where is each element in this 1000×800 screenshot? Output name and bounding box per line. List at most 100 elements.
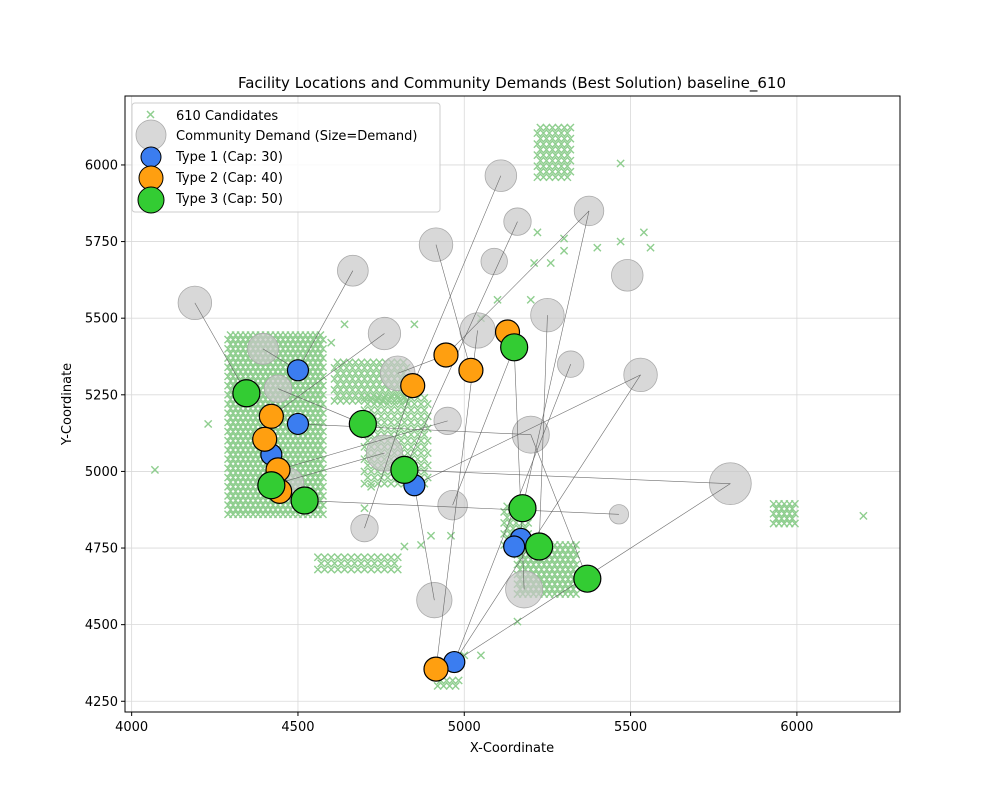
candidate-marker bbox=[526, 295, 535, 304]
candidate-marker bbox=[393, 553, 402, 562]
candidate-marker bbox=[337, 559, 346, 568]
assignment-line bbox=[194, 302, 247, 394]
candidate-marker bbox=[318, 390, 328, 399]
candidate-marker bbox=[340, 553, 349, 562]
candidate-marker bbox=[318, 482, 328, 491]
candidate-marker bbox=[347, 553, 356, 562]
assignment-line bbox=[297, 423, 531, 435]
y-tick-label: 5000 bbox=[85, 465, 118, 480]
candidate-marker bbox=[336, 396, 345, 406]
candidate-marker bbox=[420, 430, 429, 439]
assignment-line bbox=[297, 270, 354, 371]
candidate-marker bbox=[360, 565, 369, 574]
candidate-marker bbox=[387, 391, 396, 400]
candidate-marker bbox=[348, 363, 357, 372]
candidate-marker bbox=[788, 514, 797, 523]
candidate-marker bbox=[536, 167, 545, 176]
candidate-marker bbox=[350, 559, 359, 568]
legend-label-type2: Type 2 (Cap: 40) bbox=[175, 171, 283, 186]
candidate-marker bbox=[373, 406, 382, 415]
legend-community-marker bbox=[135, 119, 167, 151]
candidate-marker bbox=[333, 358, 342, 367]
candidate-marker bbox=[790, 499, 799, 509]
candidate-marker bbox=[345, 380, 354, 389]
candidate-marker bbox=[420, 418, 429, 427]
candidate-marker bbox=[566, 134, 575, 143]
candidate-marker bbox=[546, 258, 555, 268]
candidate-marker bbox=[353, 565, 362, 574]
candidate-marker bbox=[545, 128, 554, 138]
candidate-marker bbox=[327, 553, 336, 562]
candidate-marker bbox=[380, 565, 389, 574]
candidate-marker bbox=[340, 320, 349, 329]
candidate-marker bbox=[372, 385, 381, 394]
community-demand-circle bbox=[611, 259, 644, 292]
candidate-marker bbox=[548, 145, 557, 154]
candidate-marker bbox=[363, 358, 372, 367]
candidate-marker bbox=[370, 399, 379, 409]
candidate-marker bbox=[336, 385, 345, 394]
facility-markers bbox=[232, 319, 602, 682]
candidate-marker bbox=[360, 553, 369, 562]
candidate-marker bbox=[639, 228, 648, 237]
candidate-marker bbox=[571, 560, 581, 569]
x-tick-label: 4500 bbox=[281, 720, 314, 735]
candidate-marker bbox=[386, 406, 396, 415]
axis-ticks: 4000 4500 5000 5500 6000 4250 4500 4750 5000 5250… bbox=[85, 158, 814, 735]
assignment-line bbox=[277, 388, 363, 425]
candidate-marker bbox=[557, 162, 566, 171]
candidate-marker bbox=[566, 123, 575, 132]
candidate-marker bbox=[330, 396, 339, 406]
candidate-marker bbox=[536, 123, 545, 132]
candidate-marker bbox=[551, 162, 560, 171]
assignment-line bbox=[454, 374, 641, 663]
candidate-marker bbox=[646, 243, 655, 252]
candidate-marker bbox=[446, 531, 456, 540]
candidate-marker bbox=[318, 372, 328, 381]
candidate-marker bbox=[571, 589, 581, 599]
candidate-marker bbox=[327, 565, 336, 574]
candidate-marker bbox=[318, 455, 328, 464]
facility-type2-marker bbox=[423, 656, 449, 682]
candidate-marker bbox=[393, 565, 402, 574]
candidate-marker bbox=[316, 487, 325, 496]
candidate-marker bbox=[357, 380, 366, 389]
candidate-marker bbox=[554, 134, 563, 143]
candidate-marker bbox=[542, 134, 551, 143]
candidate-marker bbox=[366, 363, 375, 372]
assignment-line bbox=[412, 175, 502, 386]
community-demand-circle bbox=[367, 316, 402, 351]
candidate-marker bbox=[345, 358, 354, 367]
candidate-marker bbox=[406, 406, 416, 415]
candidate-marker bbox=[380, 418, 389, 427]
y-tick-label: 4500 bbox=[85, 618, 118, 633]
candidate-marker bbox=[420, 406, 429, 415]
candidate-marker bbox=[423, 399, 432, 409]
candidate-marker bbox=[363, 380, 372, 389]
candidate-marker bbox=[557, 173, 566, 182]
candidate-marker bbox=[566, 167, 575, 176]
candidate-marker bbox=[366, 374, 375, 383]
candidate-marker bbox=[560, 145, 569, 154]
candidate-marker bbox=[354, 385, 363, 394]
candidate-marker bbox=[400, 430, 409, 439]
candidate-marker bbox=[542, 156, 551, 165]
candidate-marker bbox=[448, 676, 457, 685]
candidate-marker bbox=[330, 374, 339, 383]
candidate-marker bbox=[416, 540, 426, 550]
candidate-marker bbox=[351, 369, 360, 378]
candidate-marker bbox=[342, 363, 351, 372]
candidate-marker bbox=[788, 504, 797, 513]
candidate-marker bbox=[377, 473, 386, 482]
candidate-marker bbox=[563, 173, 572, 182]
candidate-marker bbox=[318, 501, 328, 510]
candidate-marker bbox=[410, 412, 419, 421]
candidate-marker bbox=[533, 228, 542, 237]
candidate-marker bbox=[548, 123, 557, 132]
facility-type3-marker bbox=[257, 471, 286, 500]
candidate-marker bbox=[318, 344, 328, 353]
y-tick-label: 5750 bbox=[85, 235, 118, 250]
candidate-marker bbox=[383, 473, 392, 482]
candidate-marker bbox=[333, 565, 342, 574]
candidate-marker bbox=[410, 399, 419, 409]
